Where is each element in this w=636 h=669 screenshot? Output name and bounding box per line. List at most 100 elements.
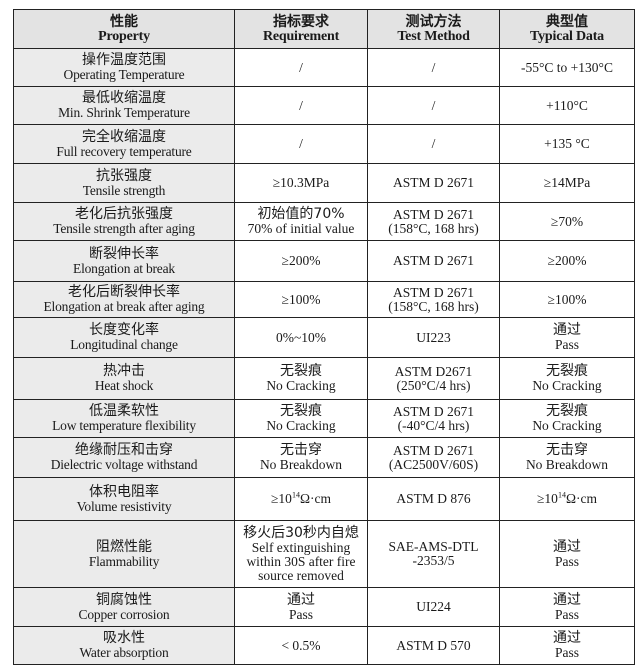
requirement-line: source removed bbox=[258, 567, 344, 583]
property-zh: 操作温度范围 bbox=[82, 52, 166, 68]
property-zh: 完全收缩温度 bbox=[82, 128, 166, 145]
requirement-cell: 无裂痕 No Cracking bbox=[234, 399, 368, 438]
method-line: (-40°C/4 hrs) bbox=[397, 417, 470, 433]
requirement-line: 初始值的70% bbox=[257, 206, 345, 222]
header-en: Requirement bbox=[262, 29, 340, 44]
requirement-line: within 30S after fire bbox=[246, 553, 356, 569]
value-unit: Ω·cm bbox=[299, 491, 331, 506]
requirement-line: No Breakdown bbox=[259, 457, 343, 472]
property-cell: 体积电阻率 Volume resistivity bbox=[13, 477, 235, 521]
typical-cell: ≥100% bbox=[499, 281, 635, 318]
method-cell: ASTM D 570 bbox=[367, 626, 500, 665]
table-row: 体积电阻率 Volume resistivity ≥1014Ω·cm ASTM D 8… bbox=[13, 477, 635, 521]
requirement-line: 70% of initial value bbox=[247, 221, 355, 236]
method-line: ASTM D 876 bbox=[396, 491, 471, 506]
requirement-cell: 0%~10% bbox=[234, 317, 368, 358]
method-line: (158°C, 168 hrs) bbox=[388, 220, 479, 236]
requirement-cell: ≥100% bbox=[234, 281, 368, 318]
table-row: 断裂伸长率 Elongation at break ≥200% ASTM D 2671… bbox=[13, 240, 635, 282]
typical-line: No Cracking bbox=[532, 378, 602, 393]
requirement-cell: 无裂痕 No Cracking bbox=[234, 357, 368, 400]
requirement-line: ≥100% bbox=[281, 291, 321, 307]
typical-line: ≥14MPa bbox=[543, 175, 591, 190]
requirement-cell: 移火后30秒内自熄 Self extinguishing within 30S af… bbox=[234, 520, 368, 588]
header-en: Typical Data bbox=[530, 29, 604, 44]
property-cell: 热冲击 Heat shock bbox=[13, 357, 235, 400]
typical-line: 无裂痕 bbox=[546, 363, 588, 379]
header-test-method: 测试方法 Test Method bbox=[367, 9, 500, 49]
method-cell: ASTM D 2671 bbox=[367, 163, 500, 203]
property-en: Water absorption bbox=[79, 645, 169, 660]
property-cell: 完全收缩温度 Full recovery temperature bbox=[13, 124, 235, 164]
requirement-line: 无击穿 bbox=[280, 442, 322, 458]
typical-line: 无击穿 bbox=[546, 442, 588, 458]
requirement-line: No Cracking bbox=[266, 378, 336, 393]
property-en: Elongation at break bbox=[73, 260, 175, 276]
table-row: 铜腐蚀性 Copper corrosion 通过 Pass UI224 通过 Pass bbox=[13, 587, 635, 627]
table-row: 低温柔软性 Low temperature flexibility 无裂痕 No Cr… bbox=[13, 399, 635, 438]
property-en: Tensile strength bbox=[82, 182, 166, 198]
property-cell: 吸水性 Water absorption bbox=[13, 626, 235, 665]
typical-cell: 通过 Pass bbox=[499, 626, 635, 665]
specification-table: 性能 Property 指标要求 Requirement 测试方法 Test Meth… bbox=[13, 9, 635, 665]
method-line: ASTM D 2671 bbox=[392, 442, 474, 458]
requirement-line: < 0.5% bbox=[281, 637, 321, 653]
requirement-line: 无裂痕 bbox=[280, 403, 322, 419]
requirement-cell: / bbox=[234, 48, 368, 87]
table-row: 长度变化率 Longitudinal change 0%~10% UI223 通过 Pas… bbox=[13, 317, 635, 358]
property-en: Flammability bbox=[88, 553, 160, 569]
typical-line: -55°C to +130°C bbox=[521, 59, 613, 75]
table-row: 吸水性 Water absorption < 0.5% ASTM D 570 通过 Pas… bbox=[13, 626, 635, 665]
method-cell: / bbox=[367, 124, 500, 164]
method-line: ASTM D 2671 bbox=[392, 175, 474, 190]
property-en: Low temperature flexibility bbox=[52, 418, 196, 433]
method-line: ASTM D 2671 bbox=[392, 403, 474, 419]
typical-cell: 无裂痕 No Cracking bbox=[499, 399, 635, 438]
property-zh: 断裂伸长率 bbox=[89, 245, 159, 262]
method-cell: ASTM D 876 bbox=[367, 477, 500, 521]
typical-line: 通过 bbox=[553, 630, 581, 646]
requirement-line: ≥10.3MPa bbox=[272, 175, 330, 190]
method-cell: ASTM D2671 (250°C/4 hrs) bbox=[367, 357, 500, 400]
table-row: 老化后抗张强度 Tensile strength after aging 初始值的7… bbox=[13, 202, 635, 241]
typical-cell: ≥14MPa bbox=[499, 163, 635, 203]
requirement-line: / bbox=[299, 97, 303, 113]
method-line: UI224 bbox=[416, 599, 451, 614]
header-typical-data: 典型值 Typical Data bbox=[499, 9, 635, 49]
header-row: 性能 Property 指标要求 Requirement 测试方法 Test Meth… bbox=[13, 9, 635, 49]
property-zh: 吸水性 bbox=[103, 630, 145, 646]
property-en: Dielectric voltage withstand bbox=[50, 457, 198, 472]
property-zh: 绝缘耐压和击穿 bbox=[75, 442, 173, 458]
table-row: 完全收缩温度 Full recovery temperature / / +135 °C bbox=[13, 124, 635, 164]
method-line: ASTM D 570 bbox=[396, 637, 471, 653]
method-cell: ASTM D 2671 (-40°C/4 hrs) bbox=[367, 399, 500, 438]
method-line: SAE-AMS-DTL bbox=[388, 539, 479, 554]
typical-cell: 通过 Pass bbox=[499, 317, 635, 358]
value-base: ≥10 bbox=[271, 491, 292, 506]
property-cell: 阻燃性能 Flammability bbox=[13, 520, 235, 588]
property-en: Copper corrosion bbox=[78, 606, 170, 622]
property-cell: 最低收缩温度 Min. Shrink Temperature bbox=[13, 86, 235, 125]
header-requirement: 指标要求 Requirement bbox=[234, 9, 368, 49]
table-row: 绝缘耐压和击穿 Dielectric voltage withstand 无击穿 No… bbox=[13, 437, 635, 478]
table-row: 老化后断裂伸长率 Elongation at break after aging ≥… bbox=[13, 281, 635, 318]
typical-cell: 通过 Pass bbox=[499, 520, 635, 588]
header-zh: 测试方法 bbox=[405, 14, 462, 30]
typical-cell: 通过 Pass bbox=[499, 587, 635, 627]
typical-cell: ≥200% bbox=[499, 240, 635, 282]
property-en: Full recovery temperature bbox=[56, 143, 192, 159]
typical-line: ≥100% bbox=[547, 291, 587, 307]
property-en: Min. Shrink Temperature bbox=[58, 105, 190, 120]
typical-value: ≥1014Ω·cm bbox=[502, 490, 632, 506]
property-zh: 体积电阻率 bbox=[89, 483, 159, 500]
method-line: / bbox=[431, 97, 436, 113]
requirement-line: 通过 bbox=[287, 591, 315, 608]
requirement-cell: 无击穿 No Breakdown bbox=[234, 437, 368, 478]
property-en: Volume resistivity bbox=[76, 498, 172, 514]
value-exponent: 14 bbox=[557, 490, 566, 500]
method-line: (158°C, 168 hrs) bbox=[388, 298, 479, 314]
requirement-cell: ≥1014Ω·cm bbox=[234, 477, 368, 521]
method-cell: SAE-AMS-DTL -2353/5 bbox=[367, 520, 500, 588]
requirement-cell: 初始值的70% 70% of initial value bbox=[234, 202, 368, 241]
method-cell: ASTM D 2671 (158°C, 168 hrs) bbox=[367, 202, 500, 241]
